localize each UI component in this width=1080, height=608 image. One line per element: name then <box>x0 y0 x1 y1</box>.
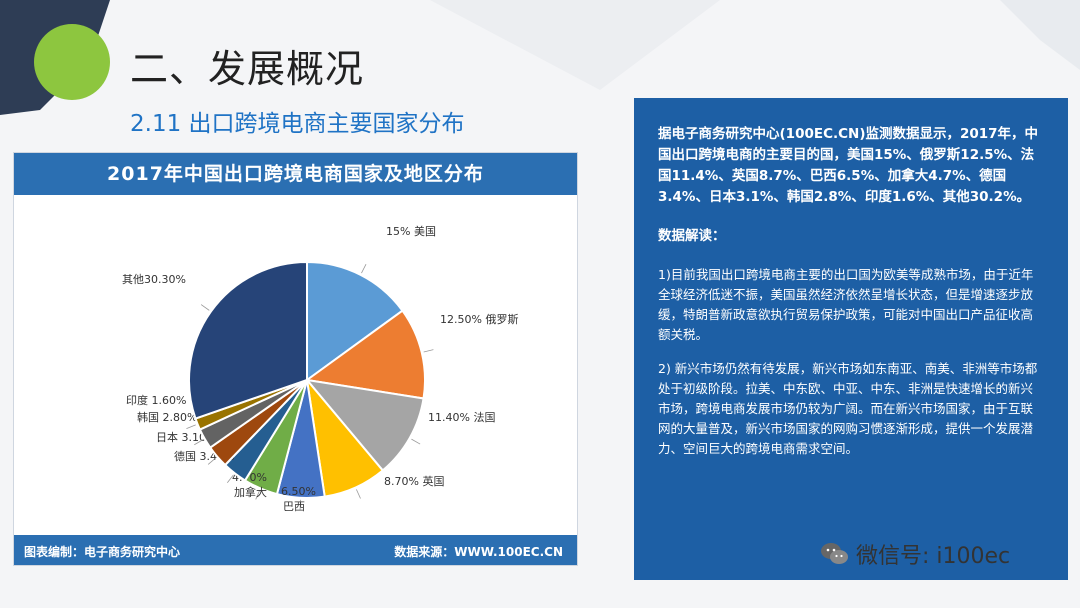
wechat-icon <box>821 543 848 564</box>
info-panel: 据电子商务研究中心(100EC.CN)监测数据显示，2017年，中国出口跨境电商… <box>634 98 1068 580</box>
pie-leader-line-9 <box>186 424 196 429</box>
info-text: 据电子商务研究中心(100EC.CN)监测数据显示，2017年，中国出口跨境电商… <box>658 124 1042 459</box>
pie-leader-line-5 <box>255 490 261 500</box>
info-summary: 据电子商务研究中心(100EC.CN)监测数据显示，2017年，中国出口跨境电商… <box>658 126 1039 205</box>
pie-leader-line-2 <box>411 438 421 445</box>
pie-label-2: 11.40% 法国 <box>428 410 495 424</box>
pie-label-9: 印度 1.60% <box>126 393 186 407</box>
pie-leader-line-1 <box>423 349 434 353</box>
pie-label-3: 8.70% 英国 <box>384 474 444 488</box>
pie-leader-line-7 <box>207 457 217 465</box>
pie-leader-line-10 <box>200 304 210 311</box>
wechat-watermark: 微信号: i100ec <box>820 538 1010 570</box>
chart-data-source: 数据来源：WWW.100EC.CN <box>394 545 563 559</box>
chart-panel: 2017年中国出口跨境电商国家及地区分布 15% 美国 12.50% 俄罗斯 11.… <box>13 152 578 566</box>
chart-footer: 图表编制：电子商务研究中心 数据来源：WWW.100EC.CN <box>14 535 577 565</box>
pie-leader-line-8 <box>194 439 204 446</box>
pie-label-0: 15% 美国 <box>386 225 436 238</box>
pie-leader-line-4 <box>299 499 301 510</box>
info-paragraph-1: 1)目前我国出口跨境电商主要的出口国为欧美等成熟市场，由于近年全球经济低迷不振，… <box>658 267 1034 342</box>
pie-label-1: 12.50% 俄罗斯 <box>440 313 518 326</box>
pie-slice-2 <box>304 378 425 472</box>
pie-label-10: 其他30.30% <box>122 273 186 286</box>
pie-slice-0 <box>306 260 404 382</box>
info-paragraph-2: 2) 新兴市场仍然有待发展，新兴市场如东南亚、南美、非洲等市场都处于初级阶段。拉… <box>658 361 1038 456</box>
pie-leader-line-0 <box>361 263 367 274</box>
chart-title: 2017年中国出口跨境电商国家及地区分布 <box>14 153 577 195</box>
chart-source-editor: 图表编制：电子商务研究中心 <box>24 545 181 559</box>
pie-slice-1 <box>304 309 426 400</box>
wechat-id: 微信号: i100ec <box>856 544 1011 569</box>
section-subtitle: 2.11 出口跨境电商主要国家分布 <box>130 111 465 137</box>
pie-slice-10 <box>188 260 308 420</box>
green-circle-decoration <box>34 24 110 100</box>
pie-label-8: 韩国 2.80% <box>137 410 197 424</box>
page-title: 二、发展概况 <box>130 47 365 91</box>
pie-label-4: 6.50% <box>281 485 316 498</box>
pie-label-name-5: 加拿大 <box>234 485 267 499</box>
info-heading: 数据解读： <box>658 228 726 244</box>
pie-leader-line-6 <box>227 474 234 483</box>
pie-label-name-4: 巴西 <box>283 500 305 513</box>
pie-chart: 15% 美国 12.50% 俄罗斯 11.40% 法国 8.70% 英国 6.50% 巴西… <box>122 225 518 513</box>
pie-leader-line-3 <box>356 489 361 499</box>
